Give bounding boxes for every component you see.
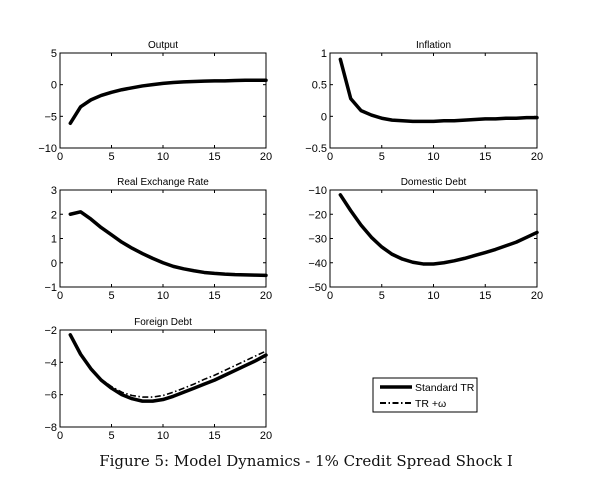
y-tick-label: 3 — [51, 185, 57, 197]
x-tick-label: 5 — [108, 151, 114, 163]
x-tick-label: 20 — [260, 430, 272, 442]
chart-title: Real Exchange Rate — [117, 177, 209, 188]
series-line-tr-omega — [69, 79, 266, 124]
series-line-standard-tr — [338, 57, 539, 124]
axes-box — [59, 329, 267, 428]
y-tick-label: 2 — [51, 209, 57, 221]
y-tick-label: −10 — [308, 185, 327, 197]
y-tick-label: 0 — [321, 111, 327, 123]
x-tick-label: 0 — [57, 430, 63, 442]
chart-title: Foreign Debt — [134, 317, 192, 328]
y-tick-label: −50 — [308, 282, 327, 294]
x-tick-label: 5 — [379, 151, 385, 163]
panel-domestic-debt: Domestic Debt 0 5 10 15 20 −50 −40 −30 −20 −10 — [308, 177, 543, 302]
chart-title: Domestic Debt — [401, 177, 467, 188]
legend-box — [372, 377, 478, 413]
y-tick-label: −30 — [308, 234, 327, 246]
y-tick-label: −2 — [44, 325, 57, 337]
y-tick-label: 5 — [51, 48, 57, 60]
x-tick-label: 20 — [260, 290, 272, 302]
y-tick-label: −20 — [308, 209, 327, 221]
x-tick-label: 10 — [157, 290, 169, 302]
x-tick-label: 15 — [208, 151, 220, 163]
x-tick-label: 5 — [108, 290, 114, 302]
x-tick-label: 5 — [108, 430, 114, 442]
x-tick-label: 15 — [208, 290, 220, 302]
y-tick-label: 0.5 — [312, 80, 327, 92]
x-tick-label: 10 — [157, 151, 169, 163]
x-tick-label: 0 — [57, 290, 63, 302]
y-tick-label: −6 — [44, 390, 57, 402]
y-tick-label: −5 — [44, 111, 57, 123]
series-line-standard-tr — [338, 193, 539, 266]
chart-title: Inflation — [416, 40, 451, 51]
y-tick-label: 1 — [51, 234, 57, 246]
series-line-tr-omega — [70, 210, 267, 277]
chart-title: Output — [148, 40, 178, 51]
series-line-standard-tr — [68, 210, 268, 278]
y-tick-label: −4 — [44, 357, 57, 369]
y-tick-label: −1 — [44, 282, 57, 294]
x-tick-label: 10 — [427, 151, 439, 163]
y-tick-label: −40 — [308, 258, 327, 270]
x-tick-label: 0 — [327, 290, 333, 302]
x-tick-label: 10 — [157, 430, 169, 442]
series-line-tr-omega — [339, 194, 538, 265]
legend-label-standard-tr: Standard TR — [415, 382, 475, 394]
y-tick-label: −0.5 — [305, 143, 327, 155]
x-tick-label: 0 — [327, 151, 333, 163]
panel-output: Output 0 5 10 15 20 −10 −5 0 5 — [38, 40, 272, 163]
x-tick-label: 15 — [479, 151, 491, 163]
x-tick-label: 10 — [427, 290, 439, 302]
y-tick-label: −10 — [38, 143, 57, 155]
x-tick-label: 15 — [479, 290, 491, 302]
y-tick-label: 0 — [51, 80, 57, 92]
figure-caption: Figure 5: Model Dynamics - 1% Credit Spr… — [99, 452, 513, 470]
series-line-tr-omega — [69, 334, 267, 398]
x-tick-label: 20 — [531, 290, 543, 302]
y-tick-label: −8 — [44, 422, 57, 434]
axes-box — [329, 189, 538, 288]
series-line-standard-tr — [68, 333, 268, 403]
panel-foreign-debt: Foreign Debt 0 5 10 15 20 −8 −6 −4 −2 — [44, 317, 272, 442]
legend-label-tr-omega: TR +ω — [415, 398, 446, 410]
x-tick-label: 20 — [260, 151, 272, 163]
x-tick-label: 0 — [57, 151, 63, 163]
legend: Standard TR TR +ω — [372, 377, 478, 413]
y-tick-label: 0 — [51, 258, 57, 270]
axes-box — [59, 189, 267, 288]
series-line-tr-omega — [339, 59, 537, 123]
series-line-standard-tr — [68, 78, 268, 126]
x-tick-label: 20 — [531, 151, 543, 163]
x-tick-label: 5 — [379, 290, 385, 302]
axes-box — [329, 52, 538, 149]
y-tick-label: 1 — [321, 48, 327, 60]
x-tick-label: 15 — [208, 430, 220, 442]
